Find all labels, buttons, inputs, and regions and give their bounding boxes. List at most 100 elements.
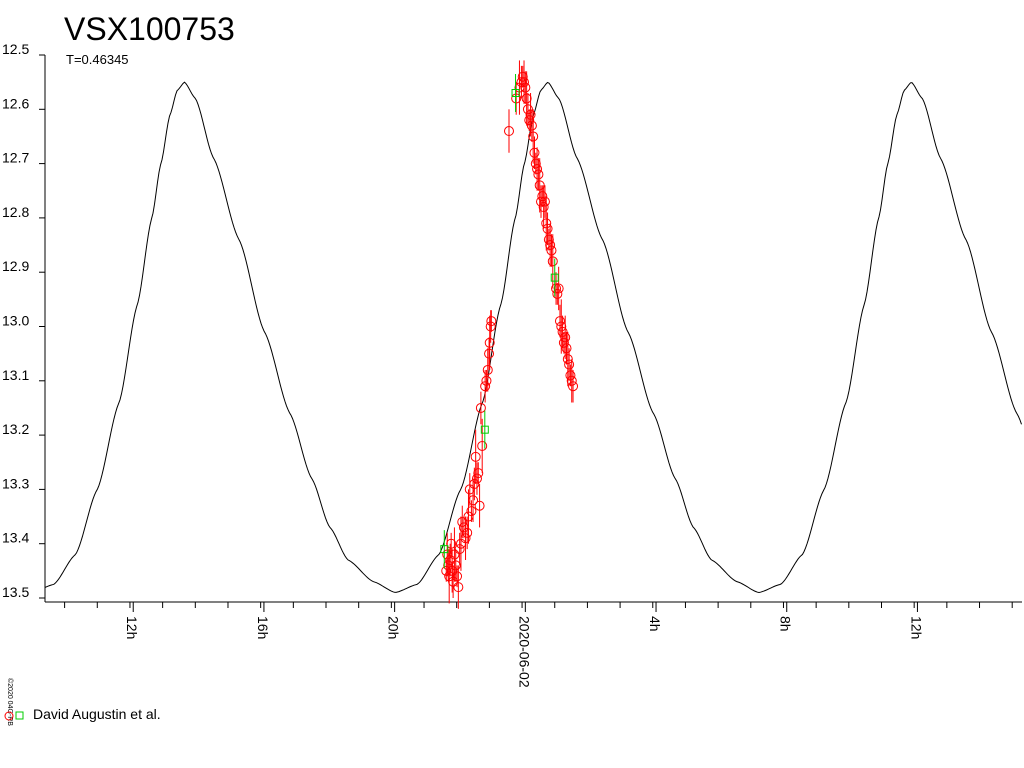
observation-point <box>543 234 554 245</box>
observation-point <box>554 316 565 327</box>
observation-point <box>452 571 463 582</box>
observation-point <box>534 180 545 191</box>
observation-point <box>546 245 557 256</box>
observation-point <box>448 576 459 587</box>
green-observation-point <box>550 273 559 282</box>
observation-point <box>551 283 562 294</box>
observation-point <box>466 506 477 517</box>
observation-point <box>453 582 464 593</box>
observation-point <box>565 370 576 381</box>
observation-point <box>477 440 488 451</box>
observation-point <box>484 337 495 348</box>
observation-point <box>444 571 455 582</box>
y-tick-label: 13.5 <box>2 584 29 600</box>
observation-point <box>475 402 486 413</box>
observation-point <box>564 359 575 370</box>
observation-point <box>539 196 550 207</box>
observation-point <box>469 478 480 489</box>
legend: David Augustin et al. <box>4 706 161 722</box>
observation-point <box>470 451 481 462</box>
y-tick-label: 13.1 <box>2 367 29 383</box>
observation-point <box>553 283 564 294</box>
observation-point <box>557 326 568 337</box>
observation-point <box>566 375 577 386</box>
y-tick-label: 13.0 <box>2 313 29 329</box>
observation-point <box>460 533 471 544</box>
observation-point <box>528 131 539 142</box>
observation-point <box>503 126 514 137</box>
observation-point <box>556 321 567 332</box>
x-tick-label: 2020-06-02 <box>516 616 532 688</box>
x-tick-label: 12h <box>908 616 924 639</box>
observation-point <box>484 348 495 359</box>
y-tick-label: 13.4 <box>2 530 29 546</box>
observation-point <box>521 93 532 104</box>
observation-point <box>558 337 569 348</box>
observation-point <box>522 104 533 115</box>
observation-point <box>536 196 547 207</box>
y-tick-label: 12.6 <box>2 95 29 111</box>
x-tick-label: 8h <box>778 616 794 632</box>
observation-point <box>480 381 491 392</box>
data-points-layer <box>440 60 579 609</box>
y-tick-label: 13.2 <box>2 421 29 437</box>
copyright-text: ©2020 04G-RB <box>6 678 14 726</box>
observation-point <box>468 495 479 506</box>
observation-point <box>485 321 496 332</box>
observation-point <box>471 473 482 484</box>
y-tick-label: 12.8 <box>2 204 29 220</box>
legend-circle-marker <box>4 711 14 721</box>
observation-point <box>481 375 492 386</box>
x-axis: 12h 16h 20h 2020-06-02 4h 8h 12h <box>45 601 1022 688</box>
observation-point <box>538 202 549 213</box>
y-axis: 12.5 12.6 12.7 12.8 12.9 13.0 13.1 13.2 13.3 13.4… <box>2 41 46 602</box>
observation-point <box>542 223 553 234</box>
observation-point <box>526 120 537 131</box>
observation-point <box>486 316 497 327</box>
x-tick-label: 20h <box>386 616 402 639</box>
chart-title: VSX100753 <box>64 11 235 47</box>
legend-square-marker <box>15 711 24 720</box>
observation-point <box>524 115 535 126</box>
observation-point <box>560 332 571 343</box>
y-tick-label: 12.9 <box>2 258 29 274</box>
observation-point <box>441 565 452 576</box>
x-tick-label: 4h <box>647 616 663 632</box>
observation-point <box>525 109 536 120</box>
observation-point <box>532 164 543 175</box>
y-tick-label: 12.7 <box>2 150 29 166</box>
green-observation-point <box>480 425 489 434</box>
observation-point <box>533 169 544 180</box>
observation-point <box>545 240 556 251</box>
observation-point <box>473 468 484 479</box>
observation-point <box>517 71 528 82</box>
observation-point <box>552 288 563 299</box>
observation-point <box>529 147 540 158</box>
observation-point <box>547 256 558 267</box>
x-tick-label: 12h <box>124 616 140 639</box>
observation-point <box>562 354 573 365</box>
green-observation-point <box>511 89 520 98</box>
legend-label: David Augustin et al. <box>33 706 161 722</box>
observation-point <box>462 527 473 538</box>
green-observation-point <box>440 545 449 554</box>
observation-point <box>450 560 461 571</box>
observation-point <box>568 381 579 392</box>
observation-point <box>516 77 527 88</box>
observation-point <box>530 158 541 169</box>
observation-point <box>511 93 522 104</box>
observation-point <box>474 500 485 511</box>
x-tick-label: 16h <box>255 616 271 639</box>
chart-subtitle: T=0.46345 <box>66 52 129 67</box>
observation-point <box>537 191 548 202</box>
observation-point <box>449 549 460 560</box>
observation-point <box>454 544 465 555</box>
y-tick-label: 13.3 <box>2 475 29 491</box>
observation-point <box>561 343 572 354</box>
observation-point <box>446 538 457 549</box>
observation-point <box>482 364 493 375</box>
observation-point <box>520 82 531 93</box>
observation-point <box>541 218 552 229</box>
observation-point <box>519 77 530 88</box>
